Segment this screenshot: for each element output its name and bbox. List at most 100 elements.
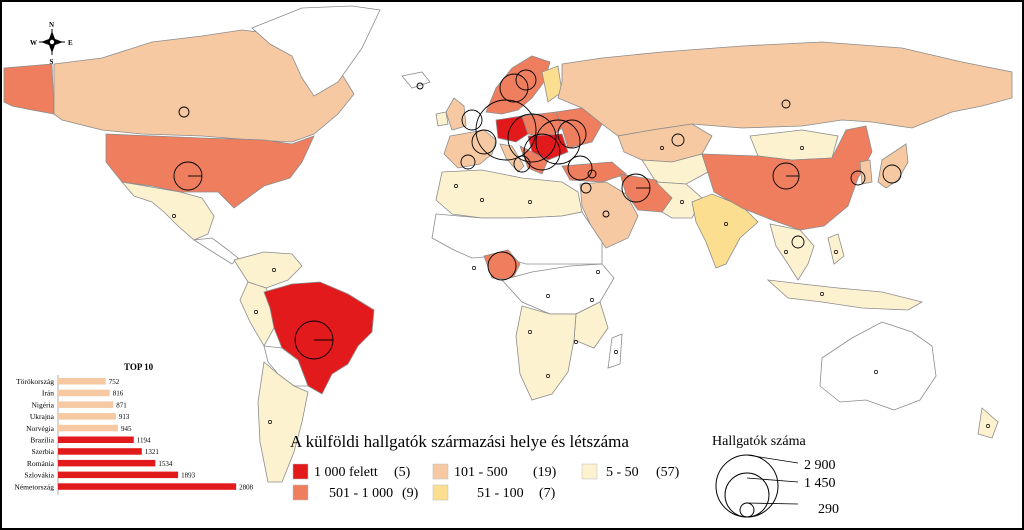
top10-bar xyxy=(58,459,156,467)
dot-congo xyxy=(546,294,550,298)
size-legend-title: Hallgatók száma xyxy=(712,434,806,449)
top10-title: TOP 10 xyxy=(124,362,154,372)
circle-japan xyxy=(882,164,902,184)
top10-value-label: 913 xyxy=(119,413,130,421)
top10-category-label: Nigéria xyxy=(32,400,55,409)
region-balkans xyxy=(519,145,549,175)
region-indonesia xyxy=(766,279,924,311)
circle-spain xyxy=(460,154,476,170)
size-label-medium: 1 450 xyxy=(804,476,836,491)
circle-uk xyxy=(461,109,483,131)
top10-category-label: Irán xyxy=(42,389,54,398)
dot-pakistan xyxy=(680,200,684,204)
compass-center xyxy=(49,39,56,46)
region-peru xyxy=(239,281,275,347)
class-legend: A külföldi hallgatók származási helye és… xyxy=(290,432,680,501)
size-legend: Hallgatók száma 2 900 1 450 290 xyxy=(712,434,839,518)
dot-angola xyxy=(528,330,532,334)
dot-chile xyxy=(268,420,272,424)
circle-siberia xyxy=(781,99,791,109)
top10-category-label: Törökország xyxy=(16,377,54,386)
legend-title: A külföldi hallgatók származási helye és… xyxy=(290,432,629,451)
dot-kenya xyxy=(590,298,594,302)
region-iceland xyxy=(401,71,431,89)
region-central-america xyxy=(192,237,239,265)
circle-serbia xyxy=(523,133,561,171)
compass-s: S xyxy=(50,58,54,66)
circle-korea xyxy=(850,170,866,186)
dot-ghana xyxy=(472,266,476,270)
legend-class-label: 51 - 100 xyxy=(477,486,524,501)
top10-value-label: 752 xyxy=(109,378,120,386)
top10-value-label: 945 xyxy=(121,425,132,433)
landmasses xyxy=(3,5,1013,483)
size-circle-large xyxy=(715,454,779,518)
region-sahel xyxy=(431,211,603,265)
legend-swatch xyxy=(581,463,598,480)
size-label-small: 290 xyxy=(818,502,839,517)
legend-swatch xyxy=(432,463,449,480)
compass-e: E xyxy=(68,39,73,47)
circle-saudi xyxy=(602,210,610,218)
circle-russia xyxy=(671,133,685,147)
circle-israel xyxy=(587,169,597,179)
region-usa xyxy=(105,133,315,209)
region-uk xyxy=(445,97,467,131)
top10-bar xyxy=(58,483,237,490)
top10-category-label: Szerbia xyxy=(32,447,55,456)
top10-bar xyxy=(58,413,116,420)
dot-mozambique xyxy=(574,340,578,344)
region-korea xyxy=(859,159,873,185)
circle-iceland xyxy=(416,82,424,90)
region-colombia-venezuela xyxy=(233,251,303,289)
circle-slovakia xyxy=(507,113,557,163)
top10-bar xyxy=(58,448,142,455)
circle-egypt xyxy=(580,182,592,194)
top10-value-label: 1194 xyxy=(137,437,151,445)
top10-value-label: 2808 xyxy=(239,483,254,491)
top10-category-label: Románia xyxy=(27,459,55,468)
region-mongolia xyxy=(749,129,839,161)
legend-class-label: 501 - 1 000 xyxy=(329,486,393,501)
circle-romania xyxy=(535,119,581,165)
dot-south-africa xyxy=(546,374,550,378)
region-brazil xyxy=(263,281,375,395)
region-central-africa xyxy=(501,263,615,315)
circle-italy xyxy=(513,155,531,173)
compass-n: N xyxy=(49,21,54,29)
region-alaska xyxy=(3,63,55,115)
legend-class-count: (7) xyxy=(539,486,556,501)
circle-canada xyxy=(178,106,190,118)
legend-class-label: 1 000 felett xyxy=(314,465,378,480)
dot-india xyxy=(724,222,728,226)
legend-swatch xyxy=(292,463,309,480)
size-label-large: 2 900 xyxy=(804,458,836,473)
region-philippines xyxy=(827,233,845,265)
top10-bar xyxy=(58,401,114,408)
legend-class-label: 5 - 50 xyxy=(606,465,639,480)
dot-philippines xyxy=(834,250,838,254)
circle-norway xyxy=(499,73,529,103)
region-india xyxy=(691,193,759,269)
dot-algeria xyxy=(480,198,484,202)
region-southern-africa xyxy=(515,305,577,401)
top10-category-label: Németország xyxy=(14,482,54,491)
dot-colombia xyxy=(272,268,276,272)
legend-swatch xyxy=(432,484,449,501)
region-southeast-asia xyxy=(769,223,815,281)
size-leader-medium xyxy=(746,477,799,483)
region-scandinavia xyxy=(485,55,551,115)
top10-category-label: Norvégia xyxy=(26,424,55,433)
circle-ukraine xyxy=(557,119,587,149)
proportional-circles xyxy=(173,69,902,360)
dot-mongolia xyxy=(800,146,804,150)
compass-w: W xyxy=(30,39,37,47)
top10-value-label: 816 xyxy=(113,390,124,398)
circle-turkey xyxy=(567,155,593,181)
region-bolivia-paraguay xyxy=(263,345,309,387)
top10-bar xyxy=(58,389,110,397)
region-russia xyxy=(557,41,1013,137)
top10-value-label: 1321 xyxy=(145,448,160,456)
region-canada xyxy=(53,29,355,143)
legend-class-count: (57) xyxy=(656,465,680,480)
